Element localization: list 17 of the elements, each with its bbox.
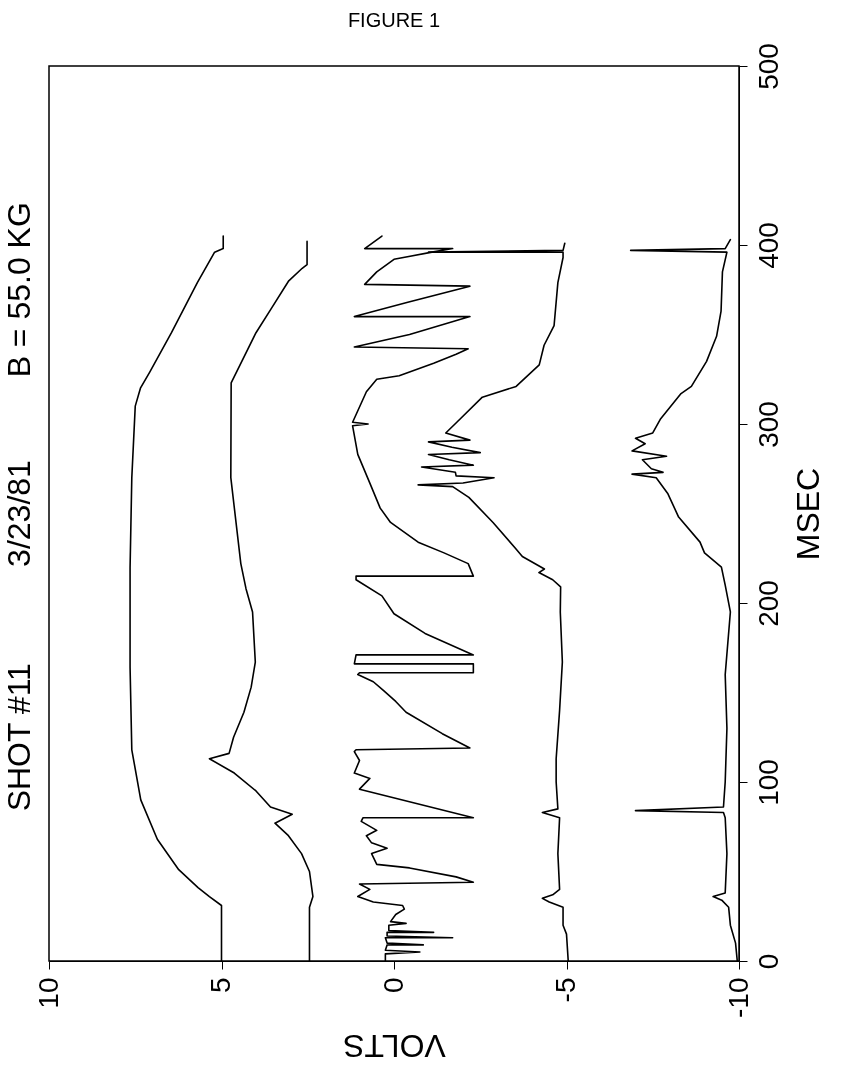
text: B = 55.0 KG [1,202,37,378]
chart-title: FIGURE 1 [347,8,441,31]
y-tick-label: 100 [752,759,784,806]
text: SHOT #11 [1,663,37,812]
y-tick-label: 400 [752,222,784,269]
y-tick-label: 500 [752,43,784,90]
text: 3/23/81 [1,460,37,567]
y-tick-label: 300 [752,401,784,448]
x-tick-label: 0 [377,977,409,994]
x-tick-label: -5 [550,977,581,1003]
x-axis-title: VOLTS [343,1027,446,1064]
x-tick-label: -10 [722,977,754,1018]
x-tick-label: 10 [32,977,64,1009]
x-tick-label: 5 [205,977,236,994]
y-tick-label: 0 [752,953,784,970]
y-axis-title: MSEC [789,467,826,561]
y-tick-label: 200 [752,580,784,627]
